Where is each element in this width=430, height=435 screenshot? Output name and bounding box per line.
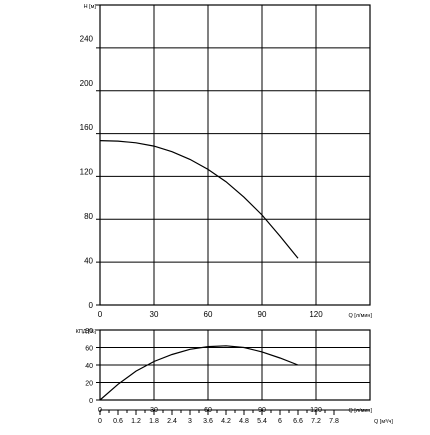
y-axis-label: H [м] xyxy=(84,4,97,10)
y-tick-label: 160 xyxy=(80,123,94,132)
secondary-tick-label: 3 xyxy=(188,418,192,425)
y-tick-label: 0 xyxy=(89,398,93,405)
series-line xyxy=(99,140,299,259)
secondary-tick-label: 7.8 xyxy=(329,418,339,425)
y-tick-label: 200 xyxy=(80,79,94,88)
secondary-tick-label: 1.2 xyxy=(131,418,141,425)
secondary-tick-label: 4.2 xyxy=(221,418,231,425)
y-tick-label: 0 xyxy=(89,301,94,310)
secondary-tick-label: 6 xyxy=(278,418,282,425)
y-tick-label: 80 xyxy=(85,328,93,335)
x-tick-label: 0 xyxy=(98,310,103,319)
series-line xyxy=(99,345,299,401)
plot-frame xyxy=(99,4,371,306)
secondary-tick-label: 0 xyxy=(98,418,102,425)
head-chart: 0 40 80 120 160 200 240 0 30 60 90 120 H [м] Q [л/мин… xyxy=(80,4,373,319)
x-tick-label: 90 xyxy=(258,310,267,319)
y-tick-label: 40 xyxy=(85,363,93,370)
secondary-tick-label: 6.6 xyxy=(293,418,303,425)
secondary-tick-label: 5.4 xyxy=(257,418,267,425)
secondary-tick-label: 4.8 xyxy=(239,418,249,425)
x-tick-label: 60 xyxy=(204,310,213,319)
secondary-tick-label: 7.2 xyxy=(311,418,321,425)
x-tick-label: 30 xyxy=(150,310,159,319)
secondary-tick-label: 1.8 xyxy=(149,418,159,425)
efficiency-chart: 0204060800306090120КПД [%]Q [л/мин] xyxy=(76,328,373,414)
x-axis-label: Q [л/мин] xyxy=(349,313,373,319)
x-axis-label: Q [л/мин] xyxy=(349,408,373,414)
y-axis-label: КПД [%] xyxy=(76,329,97,335)
x-tick-label: 120 xyxy=(309,310,323,319)
secondary-tick-label: 2.4 xyxy=(167,418,177,425)
y-tick-label: 240 xyxy=(80,34,94,43)
secondary-tick-label: 0.6 xyxy=(113,418,123,425)
y-tick-label: 40 xyxy=(84,257,93,266)
y-tick-label: 80 xyxy=(84,212,93,221)
secondary-x-axis: 0 0.6 1.2 1.8 2.4 3 3.6 4.2 4.8 5.4 6 6.6 7.2 7.8 Q [м… xyxy=(98,409,393,425)
secondary-tick-label: 3.6 xyxy=(203,418,213,425)
y-tick-label: 20 xyxy=(85,381,93,388)
y-tick-label: 120 xyxy=(80,168,94,177)
secondary-axis-label: Q [м³/ч] xyxy=(374,419,393,425)
y-tick-label: 60 xyxy=(85,346,93,353)
